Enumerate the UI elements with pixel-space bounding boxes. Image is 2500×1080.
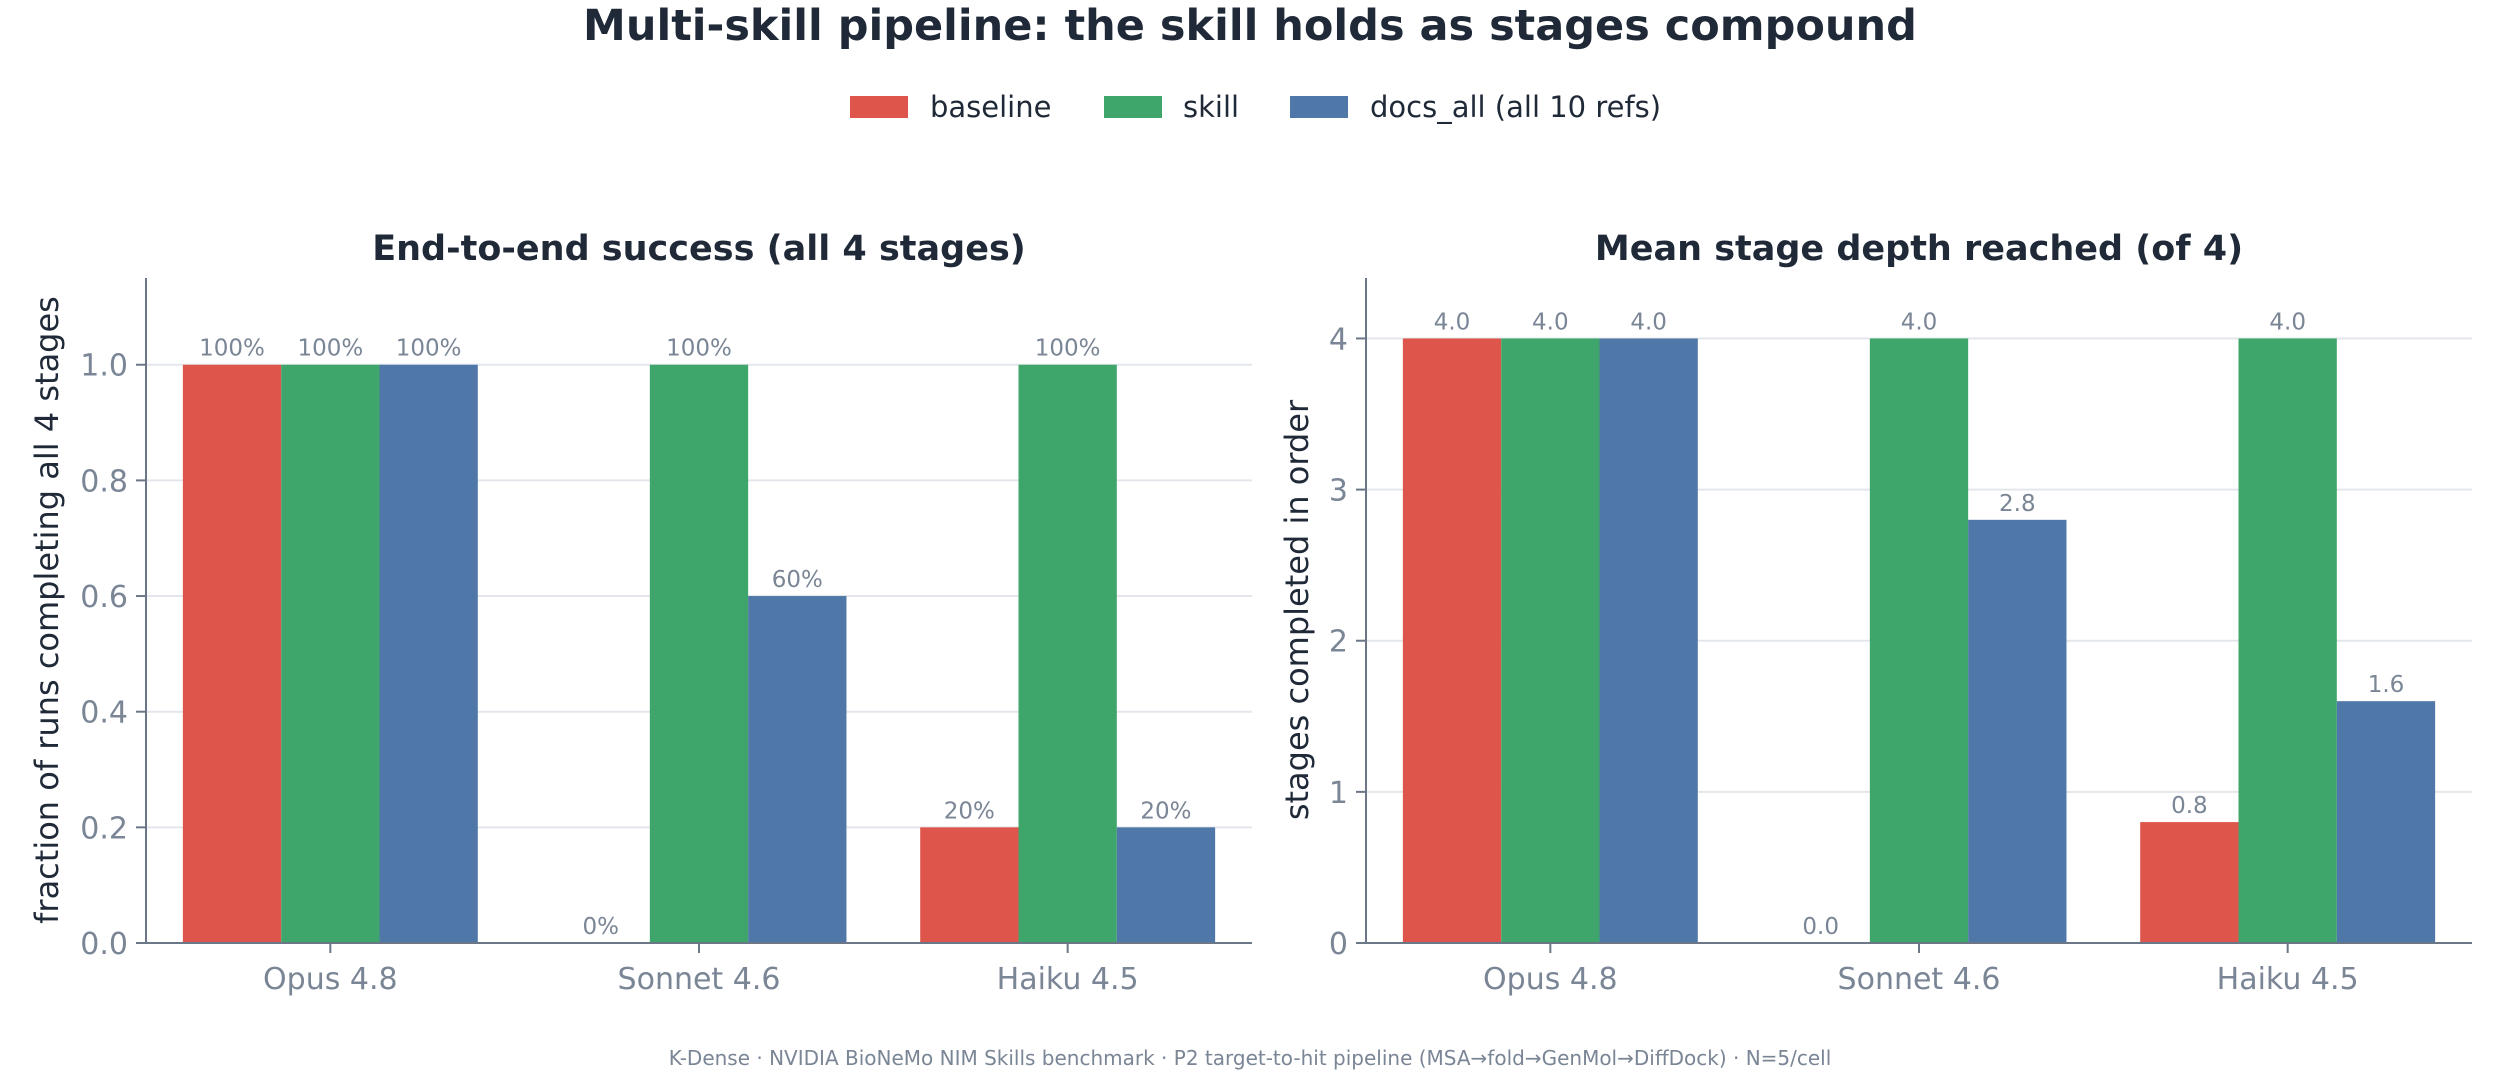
data-label: 4.0 [2269,309,2306,335]
bar-baseline-2 [2140,822,2239,943]
chart-panel-1: Mean stage depth reached (of 4) 0 1 2 3 4 4.0 0… [1278,229,2472,997]
bar-skill-2 [2238,338,2337,943]
data-label: 20% [944,798,995,824]
chart-panels: End-to-end success (all 4 stages) 0.0 0.2 0… [28,229,2472,997]
bar-skill-1 [1869,338,1969,943]
x-tick-label: Opus 4.8 [1483,962,1618,997]
bar-baseline-0 [182,364,282,943]
bar-docs_all-2 [2336,701,2436,943]
legend-swatch-0 [850,96,908,118]
data-label: 4.0 [1532,309,1569,335]
data-label: 0.8 [2171,793,2208,819]
y-tick-label: 4 [1329,322,1348,357]
y-tick-label: 0.0 [80,927,128,962]
y-tick-label: 0.8 [80,464,128,499]
bar-docs_all-0 [379,364,478,943]
panel-title-1: Mean stage depth reached (of 4) [1595,229,2243,269]
x-tick-label: Sonnet 4.6 [1838,962,2001,997]
y-axis-label-0: fraction of runs completing all 4 stages [28,296,66,924]
y-tick-label: 0.4 [80,696,128,731]
bar-skill-1 [649,364,749,943]
data-label: 0% [582,914,619,940]
y-tick-label: 0 [1329,927,1348,962]
y-axis-label-1: stages completed in order [1278,399,1316,820]
panel-title-0: End-to-end success (all 4 stages) [372,229,1026,269]
x-tick-label: Haiku 4.5 [997,962,1139,997]
data-label: 100% [297,336,363,362]
bar-baseline-0 [1402,338,1502,943]
data-label: 4.0 [1901,309,1938,335]
bar-docs_all-1 [748,596,847,943]
data-label: 100% [199,336,265,362]
bar-docs_all-1 [1968,519,2067,943]
chart-panel-0: End-to-end success (all 4 stages) 0.0 0.2 0… [28,229,1252,997]
legend-label-2: docs_all (all 10 refs) [1370,90,1661,124]
data-label: 100% [666,336,732,362]
y-tick-label: 2 [1329,625,1348,660]
figure-footer: K-Dense · NVIDIA BioNeMo NIM Skills benc… [669,1046,1832,1070]
legend-swatch-2 [1290,96,1348,118]
legend: baseline skill docs_all (all 10 refs) [850,90,1661,124]
y-tick-label: 1.0 [80,349,128,384]
legend-swatch-1 [1104,96,1162,118]
data-label: 2.8 [1999,491,2036,517]
data-label: 4.0 [1434,309,1471,335]
bar-skill-0 [1501,338,1600,943]
data-label: 4.0 [1630,309,1667,335]
data-label: 20% [1140,798,1191,824]
data-label: 1.6 [2368,672,2405,698]
data-label: 0.0 [1802,914,1839,940]
y-tick-label: 0.2 [80,811,128,846]
x-tick-label: Haiku 4.5 [2217,962,2359,997]
y-tick-label: 1 [1329,776,1348,811]
data-label: 100% [1035,336,1101,362]
data-label: 100% [396,336,462,362]
legend-label-0: baseline [930,90,1051,124]
bar-docs_all-0 [1599,338,1698,943]
bar-docs_all-2 [1116,827,1216,943]
bar-baseline-2 [920,827,1019,943]
data-label: 60% [772,567,823,593]
legend-label-1: skill [1183,90,1239,124]
bar-skill-0 [281,364,380,943]
bar-skill-2 [1018,364,1117,943]
y-tick-label: 0.6 [80,580,128,615]
figure-title: Multi-skill pipeline: the skill holds as… [583,1,1917,51]
y-tick-label: 3 [1329,474,1348,509]
x-tick-label: Opus 4.8 [263,962,398,997]
x-tick-label: Sonnet 4.6 [618,962,781,997]
